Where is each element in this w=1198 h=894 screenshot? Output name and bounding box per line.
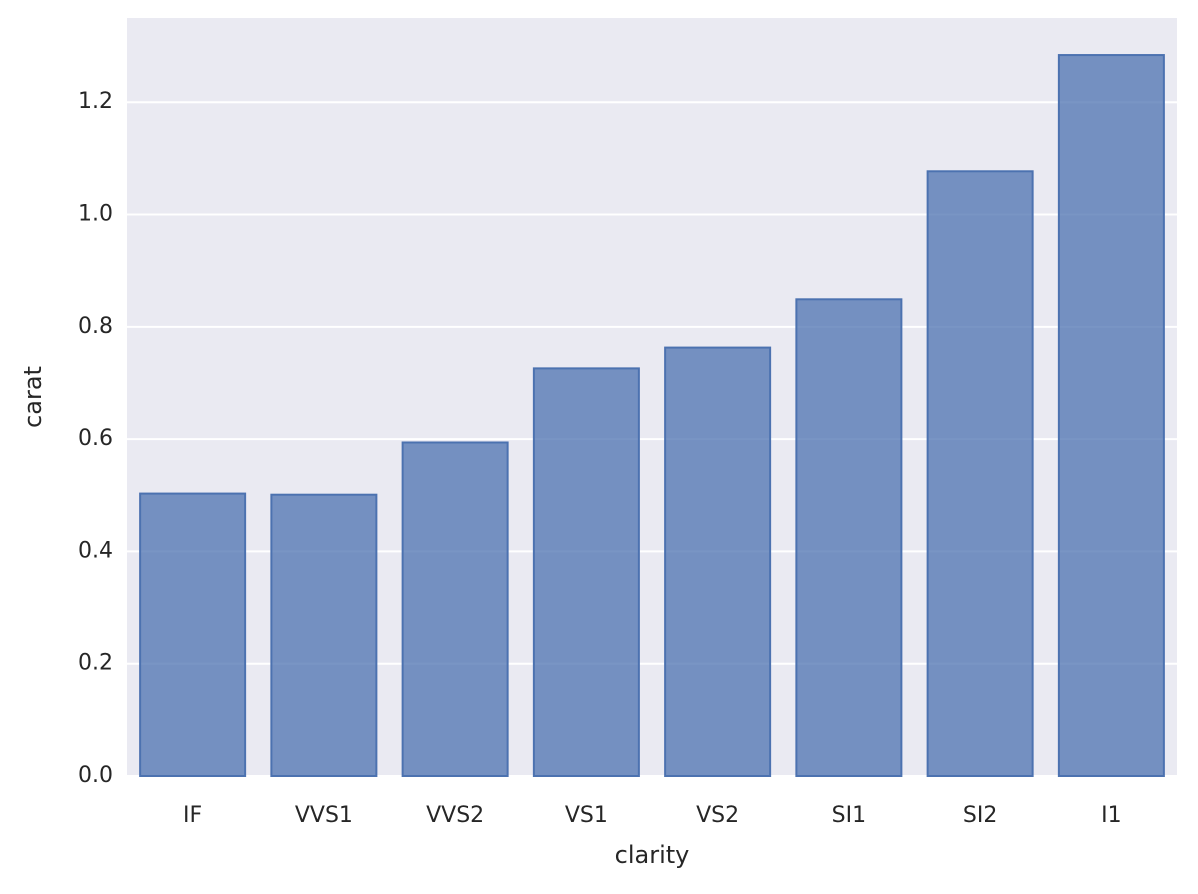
y-tick-label: 0.2 (78, 651, 113, 676)
x-tick-label: VS2 (696, 803, 739, 828)
y-tick-label: 0.6 (78, 426, 113, 451)
x-tick-label: VVS1 (295, 803, 353, 828)
x-tick-label: I1 (1101, 803, 1122, 828)
x-tick-label: VS1 (565, 803, 608, 828)
y-tick-label: 0.4 (78, 538, 113, 563)
bar (1057, 54, 1165, 777)
x-tick-label: SI2 (963, 803, 997, 828)
bar (926, 170, 1034, 778)
bar (270, 493, 378, 777)
x-axis-label: clarity (615, 841, 690, 869)
x-tick-label: VVS2 (426, 803, 484, 828)
bar (532, 367, 640, 777)
y-tick-label: 1.0 (78, 202, 113, 227)
y-axis-label: carat (19, 366, 47, 428)
y-tick-label: 0.8 (78, 314, 113, 339)
bar (139, 492, 247, 777)
y-tick-label: 1.2 (78, 89, 113, 114)
bar (401, 441, 509, 777)
x-tick-label: SI1 (832, 803, 866, 828)
bar (795, 298, 903, 777)
y-tick-label: 0.0 (78, 763, 113, 788)
x-tick-label: IF (183, 803, 202, 828)
bar (664, 346, 772, 777)
